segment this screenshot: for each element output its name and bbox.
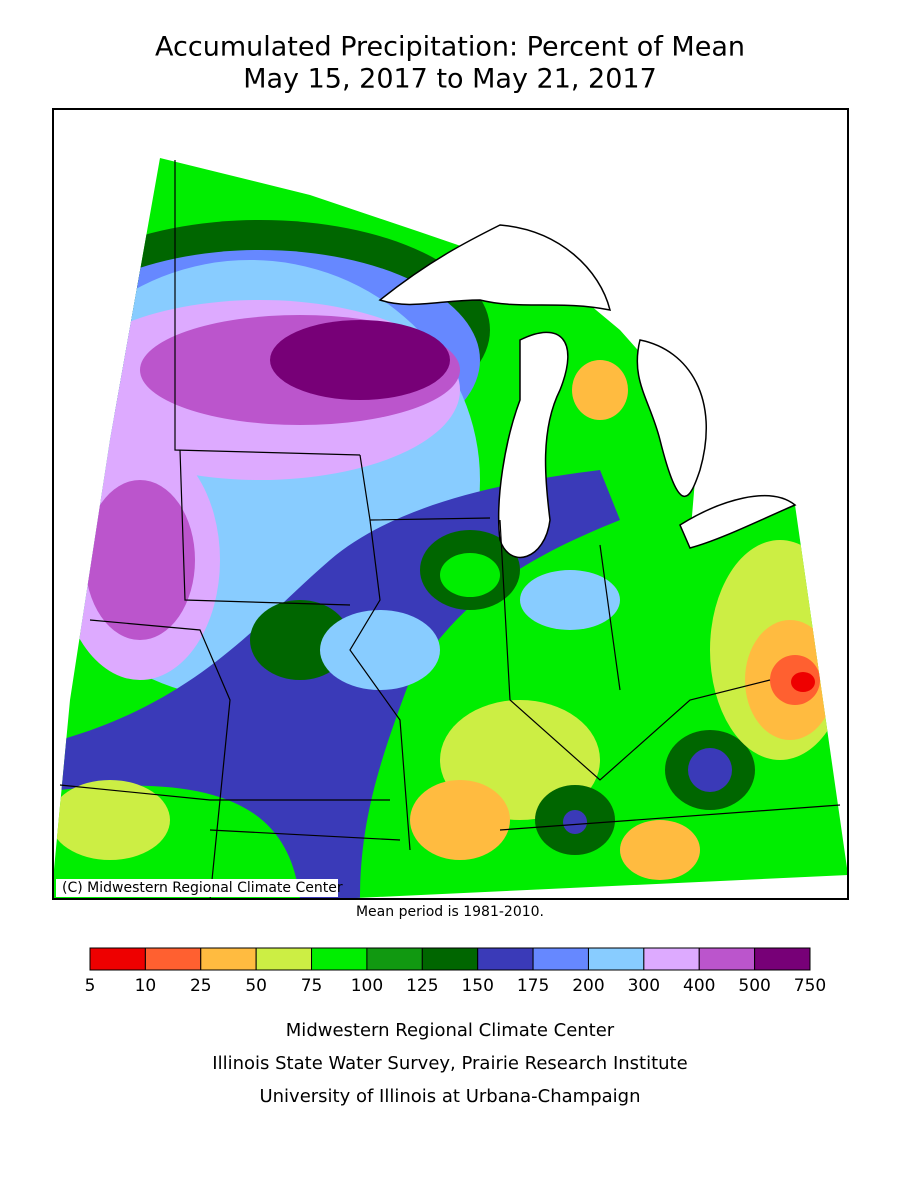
mean-period-note: Mean period is 1981-2010. [356,904,544,920]
legend-tick-label: 500 [738,976,770,996]
legend-tick-label: 750 [794,976,826,996]
legend-tick-label: 200 [572,976,604,996]
legend: 5 10 25 50 75 100 125 150 175 200 300 400 500 750 [85,947,826,996]
legend-swatch [255,947,313,971]
legend-swatch [643,947,700,971]
legend-tick-label: 125 [406,976,438,996]
legend-swatch [89,947,146,971]
map: (C) Midwestern Regional Climate Center [52,108,849,901]
legend-tick-label: 10 [135,976,157,996]
legend-swatch [311,947,368,971]
legend-swatch [754,947,811,971]
borders [59,160,841,901]
legend-swatch [698,947,756,971]
legend-swatch [144,947,202,971]
legend-swatch [477,947,534,971]
legend-swatch [200,947,257,971]
legend-tick-label: 75 [301,976,323,996]
footer-line: Midwestern Regional Climate Center [286,1020,615,1041]
map-frame [52,108,849,900]
legend-tick-label: 100 [351,976,383,996]
footer-line: Illinois State Water Survey, Prairie Res… [212,1053,687,1074]
legend-tick-label: 175 [517,976,549,996]
legend-swatch [532,947,589,971]
legend-tick-label: 150 [461,976,493,996]
legend-swatch [587,947,645,971]
legend-swatch [366,947,423,971]
map-credit: (C) Midwestern Regional Climate Center [62,880,343,896]
subtitle: May 15, 2017 to May 21, 2017 [243,64,657,95]
legend-tick-label: 50 [245,976,267,996]
legend-tick-label: 25 [190,976,212,996]
lakes [378,224,797,559]
legend-swatch [421,947,479,971]
legend-tick-label: 5 [85,976,96,996]
legend-tick-label: 300 [628,976,660,996]
footer-line: University of Illinois at Urbana-Champai… [259,1086,640,1107]
legend-tick-label: 400 [683,976,715,996]
title: Accumulated Precipitation: Percent of Me… [155,32,745,63]
credit-box [56,879,338,897]
